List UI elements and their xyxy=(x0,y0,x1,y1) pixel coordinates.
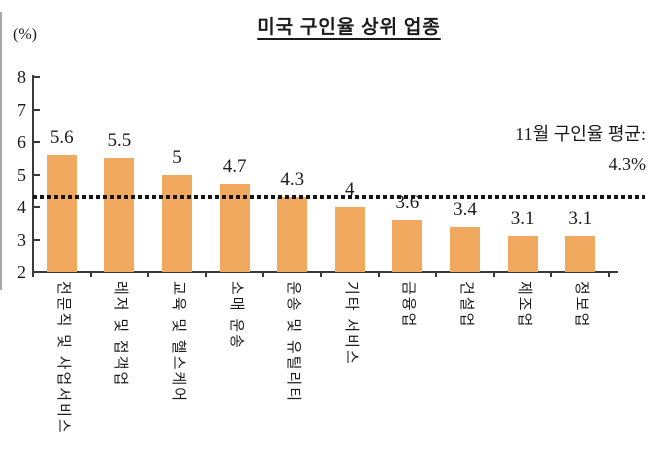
category-label: 레저 및 접객업 xyxy=(112,281,129,388)
bar-3 xyxy=(162,174,192,272)
x-axis-tick xyxy=(435,272,438,277)
bar-value-label: 3.6 xyxy=(395,192,420,213)
y-axis-tick-label: 2 xyxy=(17,262,26,282)
y-axis-tick-label: 4 xyxy=(17,197,26,217)
x-axis-tick xyxy=(262,272,265,277)
bar-7 xyxy=(392,220,423,272)
bar-1 xyxy=(46,155,77,272)
bar-value-label: 4.3 xyxy=(280,169,305,191)
y-axis-tick xyxy=(34,173,40,176)
category-label: 소매 운송 xyxy=(227,281,244,350)
y-axis-line xyxy=(32,75,34,274)
bar-9 xyxy=(507,236,538,272)
y-axis-tick-label: 8 xyxy=(17,67,26,87)
x-axis-tick xyxy=(89,272,92,277)
screenshot-edge-line xyxy=(0,12,2,290)
y-axis-tick-label: 5 xyxy=(17,164,26,185)
category-label: 제조업 xyxy=(515,281,532,329)
bar-6 xyxy=(334,207,365,272)
bar-5 xyxy=(277,197,308,272)
bar-value-label: 5 xyxy=(172,146,182,168)
bar-value-label: 4.7 xyxy=(222,156,247,178)
chart-title-text: 미국 구인율 상위 업종 xyxy=(257,17,441,38)
y-axis-tick xyxy=(34,271,40,273)
chart-title: 미국 구인율 상위 업종 xyxy=(40,12,658,39)
x-axis-tick xyxy=(492,272,495,277)
average-line-annotation-line1: 11월 구인율 평균: xyxy=(515,124,646,144)
category-label: 금융업 xyxy=(400,281,417,329)
x-axis-tick xyxy=(32,272,34,277)
average-line-annotation: 11월 구인율 평균: 4.3% xyxy=(515,119,646,179)
category-label: 건설업 xyxy=(458,281,474,329)
x-axis-tick xyxy=(147,272,150,277)
bar-value-label: 3.1 xyxy=(568,208,593,230)
x-axis-tick xyxy=(608,272,610,277)
y-axis-tick-label: 7 xyxy=(17,99,26,120)
bar-value-label: 5.5 xyxy=(107,130,132,152)
average-dotted-line xyxy=(33,195,645,200)
category-label: 전문직 및 사업서비스 xyxy=(54,281,71,435)
y-axis-tick xyxy=(34,238,40,241)
bar-value-label: 4 xyxy=(345,179,355,200)
bar-value-label: 3.1 xyxy=(510,208,535,230)
category-label: 정보업 xyxy=(573,281,590,329)
bar-8 xyxy=(450,226,480,272)
bar-10 xyxy=(565,236,596,272)
x-axis-tick xyxy=(204,272,207,277)
x-axis-tick xyxy=(550,272,553,277)
y-axis-unit-label: (%) xyxy=(13,26,37,43)
bar-value-label: 3.4 xyxy=(453,198,477,220)
y-axis-tick xyxy=(34,206,40,208)
bar-value-label: 5.6 xyxy=(49,127,74,148)
y-axis-tick xyxy=(34,141,40,143)
x-axis-tick xyxy=(377,272,380,277)
category-label: 교육 및 헬스케어 xyxy=(170,281,186,404)
y-axis-tick-label: 6 xyxy=(17,132,26,152)
y-axis-tick xyxy=(34,108,40,111)
y-axis-tick-label: 3 xyxy=(17,229,26,250)
x-axis-tick xyxy=(320,272,322,277)
x-axis-line xyxy=(32,271,618,273)
average-line-annotation-line2: 4.3% xyxy=(608,154,647,174)
category-label: 기타 서비스 xyxy=(342,281,359,366)
bar-2 xyxy=(104,158,135,272)
category-label: 운송 및 유틸리티 xyxy=(285,281,302,404)
y-axis-tick xyxy=(34,76,40,78)
